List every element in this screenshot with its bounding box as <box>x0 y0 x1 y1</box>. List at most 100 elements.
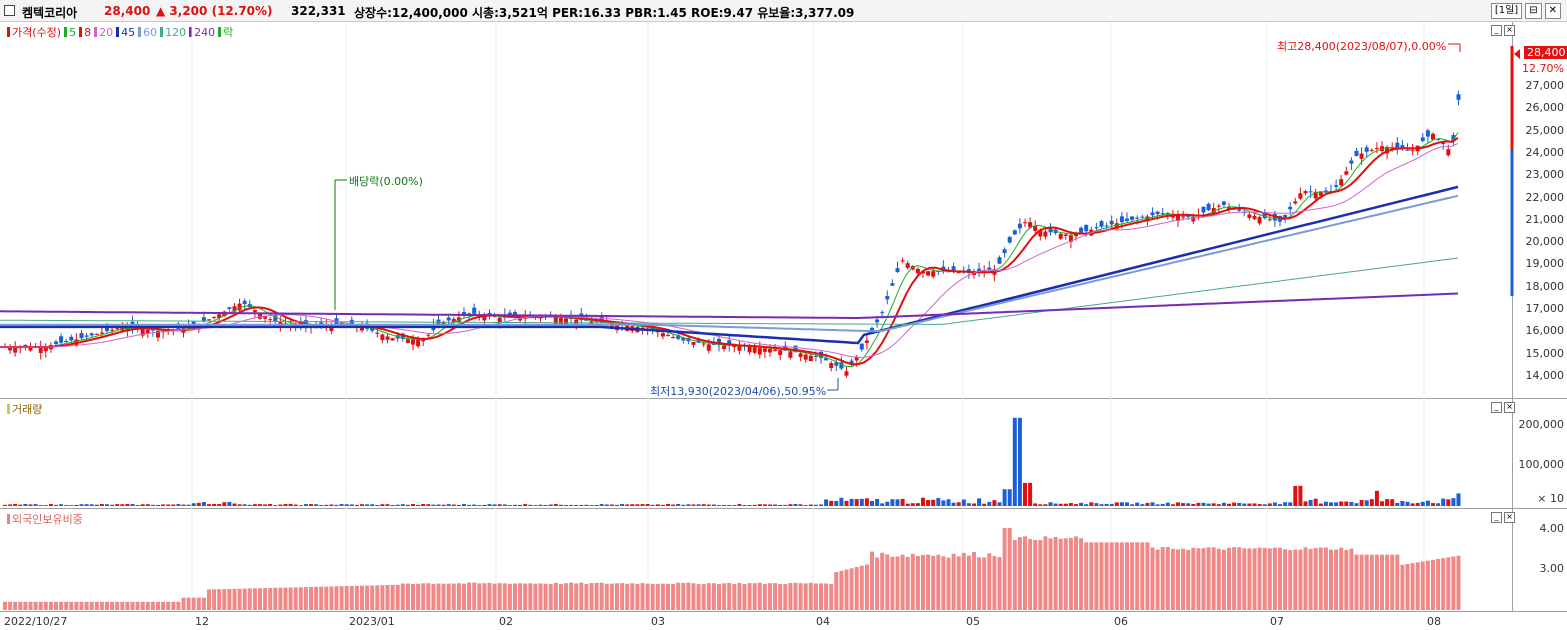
foreign-ratio-bar <box>1415 562 1420 610</box>
foreign-ratio-bar <box>864 564 869 610</box>
candle-body <box>69 336 74 341</box>
foreign-ratio-bar <box>543 583 548 610</box>
foreign-ratio-bar <box>778 583 783 610</box>
foreign-ratio-bar <box>1079 538 1084 610</box>
legend-item[interactable]: 240 <box>194 26 216 39</box>
foreign-ratio-bar <box>99 601 104 610</box>
volume-bar <box>574 505 579 506</box>
candle-body <box>870 327 874 332</box>
volume-bar <box>1191 503 1196 506</box>
legend-item[interactable]: 60 <box>143 26 158 39</box>
candle-body <box>1247 214 1252 218</box>
close-icon[interactable]: × <box>1504 25 1515 36</box>
foreign-ratio-bar <box>150 601 155 610</box>
volume-bar <box>620 503 625 506</box>
candle-body <box>64 340 69 342</box>
volume-bar <box>1206 503 1211 506</box>
foreign-ratio-bar <box>28 601 33 610</box>
foreign-ratio-bar <box>900 554 905 610</box>
volume-bar <box>492 504 497 506</box>
close-icon[interactable]: × <box>1504 402 1515 413</box>
volume-bar <box>1176 502 1180 506</box>
candle-body <box>1023 222 1027 224</box>
legend-item[interactable]: 5 <box>69 26 77 39</box>
x-axis-label: 04 <box>816 615 830 628</box>
minimize-icon[interactable]: _ <box>1491 512 1502 523</box>
legend-item[interactable]: 락 <box>223 26 234 39</box>
legend-item[interactable]: 20 <box>99 26 114 39</box>
candle-body <box>1298 193 1303 199</box>
volume-bar <box>1354 503 1359 506</box>
restore-icon[interactable]: ⊟ <box>1525 3 1542 19</box>
candle-body <box>727 340 732 346</box>
foreign-ratio-bar <box>625 583 630 610</box>
volume-bar <box>1303 501 1308 506</box>
volume-bar <box>1232 502 1237 506</box>
candle-body <box>915 268 920 274</box>
foreign-ratio-bar <box>451 583 456 610</box>
x-axis-label: 05 <box>966 615 980 628</box>
panel-divider[interactable] <box>0 508 1567 509</box>
candle-body <box>1216 205 1221 207</box>
foreign-ratio-bar <box>1063 538 1068 610</box>
foreign-ratio-bar <box>1252 548 1257 610</box>
foreign-ratio-bar <box>339 586 344 610</box>
select-checkbox[interactable] <box>4 5 15 16</box>
period-button[interactable]: [1일] <box>1490 3 1523 19</box>
foreign-ratio-bar <box>1114 542 1119 610</box>
volume-bar <box>1298 485 1303 506</box>
legend-item[interactable]: 120 <box>165 26 187 39</box>
foreign-ratio-bar <box>737 582 742 610</box>
foreign-ratio-bar <box>370 585 375 610</box>
candle-body <box>380 334 385 341</box>
candle-body <box>666 335 670 337</box>
volume-bar <box>1436 503 1441 506</box>
foreign-ratio-bar <box>564 583 568 610</box>
candle-body <box>1308 191 1313 193</box>
legend-item[interactable]: 가격(수정) <box>12 26 62 39</box>
candle-body <box>59 336 64 343</box>
legend-item[interactable]: 8 <box>84 26 92 39</box>
volume-bar <box>798 504 803 506</box>
foreign-ratio-bar <box>854 567 859 610</box>
legend-item[interactable]: 45 <box>121 26 136 39</box>
candle-body <box>1364 147 1369 152</box>
ma45-line <box>0 185 1459 345</box>
foreign-ratio-bar <box>961 552 966 610</box>
foreign-ratio-bar <box>645 583 650 610</box>
volume-bar <box>951 502 956 506</box>
candle-body <box>227 307 232 309</box>
volume-bar <box>421 503 426 506</box>
volume-bar <box>258 504 262 506</box>
foreign-ratio-bar <box>997 557 1002 610</box>
minimize-icon[interactable]: _ <box>1491 402 1502 413</box>
candle-body <box>1456 94 1461 100</box>
volume-bar <box>701 504 706 506</box>
foreign-ratio-bar <box>803 583 808 610</box>
candle-body <box>1344 171 1349 175</box>
candle-body <box>89 333 94 336</box>
volume-bar <box>844 500 849 506</box>
foreign-ratio-bar <box>258 588 262 610</box>
close-icon[interactable]: ✕ <box>1544 3 1561 19</box>
volume-bar <box>1053 503 1058 506</box>
foreign-ratio-bar <box>859 565 864 610</box>
close-icon[interactable]: × <box>1504 512 1515 523</box>
panel-divider[interactable] <box>0 398 1567 399</box>
volume-bar <box>660 504 665 506</box>
candle-body <box>931 271 936 277</box>
minimize-icon[interactable]: _ <box>1491 25 1502 36</box>
legend-swatch <box>189 27 193 37</box>
volume-bar <box>762 504 767 506</box>
volume-bar <box>1329 502 1333 506</box>
foreign-ratio-bar <box>635 584 640 610</box>
candle-body <box>849 360 854 365</box>
volume-bar <box>752 504 757 506</box>
candle-body <box>854 357 859 361</box>
foreign-ratio-bar <box>839 570 844 610</box>
volume-bar <box>166 504 171 506</box>
volume-bar <box>1068 503 1073 506</box>
volume-bar <box>788 504 793 506</box>
legend-swatch <box>64 27 68 37</box>
